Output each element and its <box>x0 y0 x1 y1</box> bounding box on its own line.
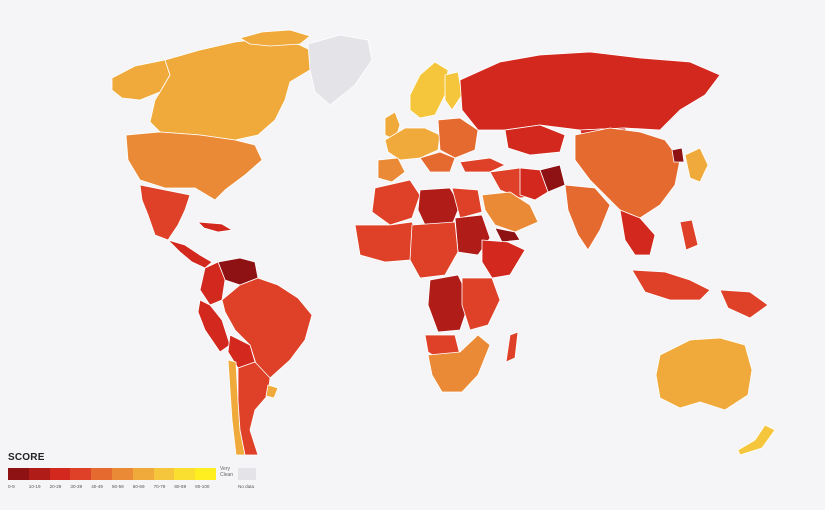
legend-tick-50-59: 50-59 <box>111 484 124 489</box>
legend-tick-10-19: 10-19 <box>28 484 41 489</box>
legend-title: SCORE <box>8 452 45 463</box>
region-usa[interactable] <box>125 131 263 201</box>
legend-tick-30-39: 30-39 <box>70 484 83 489</box>
legend-tick-labels: 0-9 10-19 20-29 30-39 40-49 50-59 60-69 70-79 80… <box>8 484 216 489</box>
region-east-africa[interactable] <box>461 277 501 331</box>
legend-tick-70-79: 70-79 <box>153 484 166 489</box>
region-canada-islands[interactable] <box>239 29 311 47</box>
region-new-zealand[interactable] <box>737 424 776 456</box>
no-data-swatch <box>238 468 256 480</box>
legend-high-label-line2: Clean <box>220 472 234 478</box>
legend-color-bar <box>8 468 216 480</box>
legend-tick-0-9: 0-9 <box>8 484 15 489</box>
legend-bin-40-49 <box>91 468 112 480</box>
region-iran[interactable] <box>519 167 549 201</box>
region-philippines[interactable] <box>679 219 699 251</box>
legend-bin-60-69 <box>132 468 154 480</box>
legend-bin-50-59 <box>111 468 133 480</box>
legend-bin-90-100 <box>195 468 216 480</box>
legend-bin-30-39 <box>70 468 92 480</box>
region-peru[interactable] <box>197 299 231 353</box>
legend-tick-20-29: 20-29 <box>49 484 62 489</box>
region-korea-japan[interactable] <box>684 147 709 183</box>
region-north-africa-west[interactable] <box>371 179 421 226</box>
region-yemen[interactable] <box>494 227 521 243</box>
region-canada[interactable] <box>149 37 321 141</box>
region-mexico[interactable] <box>139 184 191 241</box>
region-australia[interactable] <box>655 337 753 411</box>
region-india[interactable] <box>564 184 611 251</box>
region-iberia[interactable] <box>377 157 406 183</box>
legend-bin-20-29 <box>49 468 71 480</box>
legend-high-label-line1: Very <box>220 466 231 472</box>
region-indonesia[interactable] <box>631 269 711 301</box>
region-egypt[interactable] <box>451 187 483 219</box>
score-legend: SCORE Very Clean 0-9 10-19 20-29 30-39 40-49… <box>0 450 300 508</box>
region-drc[interactable] <box>427 274 471 333</box>
region-new-guinea[interactable] <box>719 289 769 319</box>
legend-tick-40-49: 40-49 <box>91 484 103 489</box>
region-western-europe[interactable] <box>384 127 441 161</box>
region-turkey[interactable] <box>459 157 506 173</box>
legend-high-label: Very Clean <box>220 466 233 478</box>
legend-tick-90-100: 90-100 <box>195 484 210 489</box>
region-brazil[interactable] <box>221 277 313 379</box>
region-uruguay[interactable] <box>265 384 279 399</box>
region-eastern-europe[interactable] <box>437 117 479 159</box>
no-data-label: No data <box>238 484 255 489</box>
region-scandinavia[interactable] <box>409 61 449 119</box>
region-southeast-asia[interactable] <box>619 209 656 256</box>
legend-tick-80-89: 80-89 <box>174 484 187 489</box>
region-china[interactable] <box>574 127 681 219</box>
region-argentina[interactable] <box>237 361 271 456</box>
region-madagascar[interactable] <box>505 331 519 363</box>
region-central-africa[interactable] <box>409 221 459 279</box>
region-north-korea[interactable] <box>671 147 685 163</box>
region-greenland[interactable] <box>307 34 373 106</box>
legend-bin-70-79 <box>153 468 175 480</box>
region-cuba[interactable] <box>197 221 233 233</box>
region-balkans[interactable] <box>419 151 456 173</box>
region-kazakhstan[interactable] <box>504 124 566 156</box>
region-russia[interactable] <box>459 51 721 131</box>
region-southern-africa[interactable] <box>427 334 491 393</box>
region-central-america[interactable] <box>167 239 213 269</box>
legend-bin-80-89 <box>174 468 196 480</box>
legend-tick-60-69: 60-69 <box>132 484 145 489</box>
region-finland[interactable] <box>444 71 463 111</box>
legend-bin-10-19 <box>28 468 50 480</box>
legend-bin-0-9 <box>8 468 29 480</box>
region-saudi-arabia[interactable] <box>481 191 539 233</box>
region-horn-of-africa[interactable] <box>481 239 526 279</box>
